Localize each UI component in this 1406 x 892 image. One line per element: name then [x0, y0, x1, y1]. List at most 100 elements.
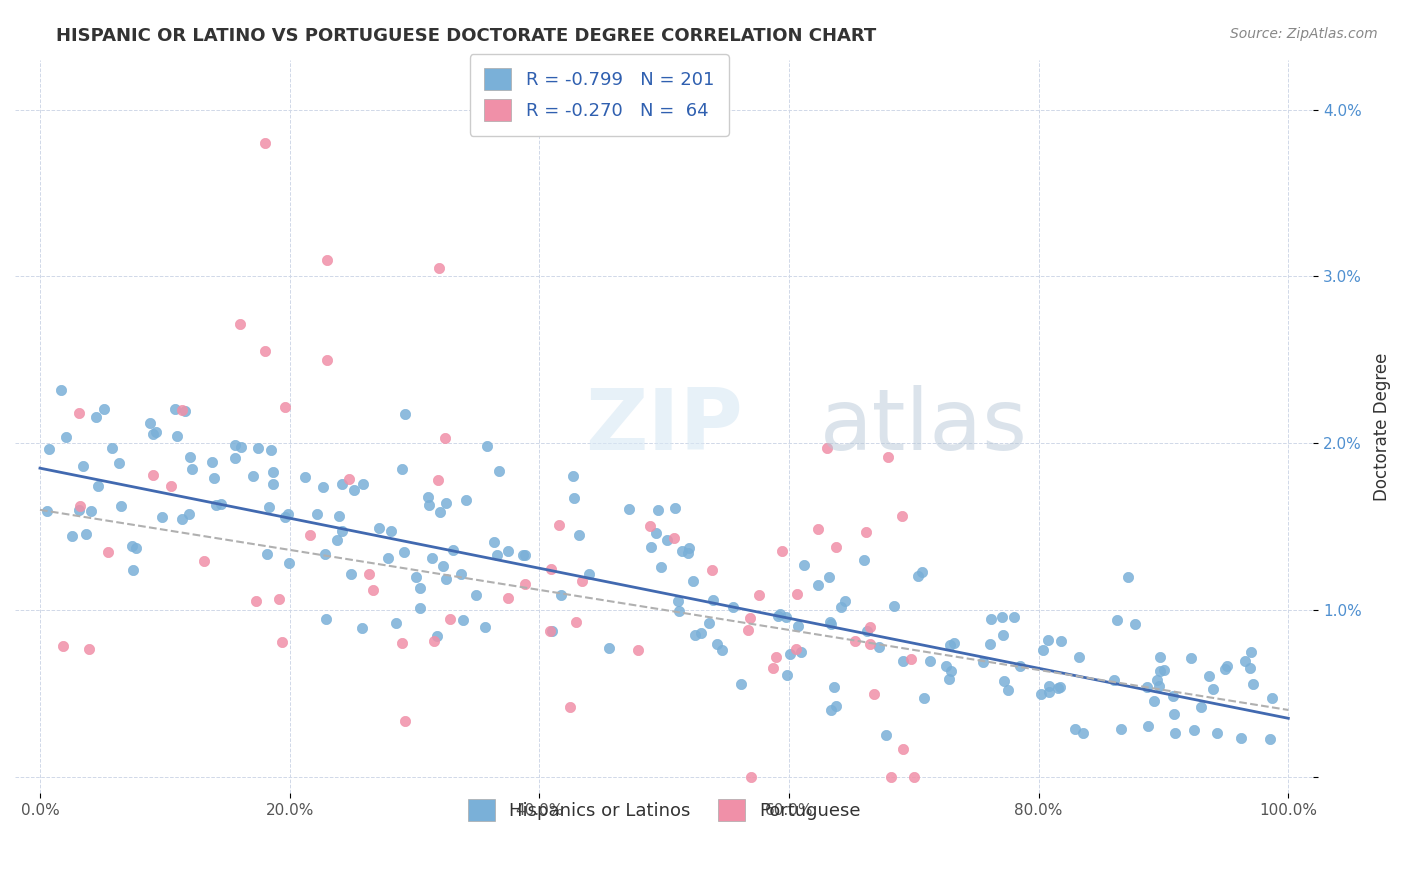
Point — [776, 667, 799, 681]
Point — [1063, 723, 1085, 737]
Point — [277, 507, 299, 521]
Point — [316, 352, 339, 367]
Point — [312, 480, 335, 494]
Point — [775, 609, 797, 624]
Point — [498, 591, 520, 605]
Point — [384, 615, 406, 630]
Point — [160, 479, 183, 493]
Point — [315, 611, 337, 625]
Point — [299, 528, 322, 542]
Point — [935, 658, 957, 673]
Point — [678, 541, 700, 556]
Text: HISPANIC OR LATINO VS PORTUGUESE DOCTORATE DEGREE CORRELATION CHART: HISPANIC OR LATINO VS PORTUGUESE DOCTORA… — [56, 27, 876, 45]
Point — [980, 612, 1002, 626]
Point — [409, 581, 432, 595]
Point — [834, 594, 856, 608]
Point — [820, 615, 842, 630]
Point — [246, 442, 269, 456]
Point — [1164, 726, 1187, 740]
Point — [35, 504, 58, 518]
Point — [891, 654, 914, 668]
Point — [668, 604, 690, 618]
Point — [1153, 664, 1175, 678]
Point — [1260, 732, 1282, 747]
Point — [638, 519, 661, 533]
Point — [540, 562, 562, 576]
Point — [1136, 719, 1159, 733]
Point — [432, 558, 454, 573]
Point — [1031, 687, 1053, 701]
Point — [766, 609, 789, 624]
Point — [825, 541, 848, 555]
Point — [307, 507, 329, 521]
Point — [434, 496, 457, 510]
Point — [657, 533, 679, 547]
Point — [262, 466, 284, 480]
Point — [820, 616, 842, 631]
Point — [229, 317, 252, 331]
Point — [891, 742, 914, 756]
Point — [477, 439, 499, 453]
Point — [49, 383, 72, 397]
Point — [418, 499, 440, 513]
Point — [817, 442, 839, 456]
Text: ZIP: ZIP — [585, 385, 742, 468]
Point — [391, 461, 413, 475]
Point — [1107, 614, 1129, 628]
Point — [451, 614, 474, 628]
Point — [1180, 651, 1202, 665]
Point — [903, 770, 925, 784]
Point — [139, 416, 162, 430]
Point — [562, 491, 585, 505]
Point — [224, 451, 246, 466]
Point — [890, 508, 912, 523]
Point — [993, 673, 1015, 688]
Point — [391, 636, 413, 650]
Point — [271, 635, 294, 649]
Point — [647, 502, 669, 516]
Point — [912, 691, 935, 706]
Point — [1206, 726, 1229, 740]
Point — [862, 687, 884, 701]
Point — [876, 450, 898, 465]
Point — [824, 698, 846, 713]
Point — [273, 509, 295, 524]
Point — [361, 582, 384, 597]
Point — [823, 680, 845, 694]
Point — [1202, 681, 1225, 696]
Point — [565, 615, 588, 629]
Point — [367, 521, 389, 535]
Point — [664, 500, 686, 515]
Point — [770, 543, 793, 558]
Point — [202, 471, 225, 485]
Point — [173, 404, 195, 418]
Point — [779, 647, 801, 661]
Point — [818, 569, 841, 583]
Point — [1241, 677, 1264, 691]
Point — [170, 403, 193, 417]
Point — [859, 637, 882, 651]
Point — [496, 544, 519, 558]
Point — [682, 574, 704, 589]
Point — [1010, 659, 1032, 673]
Point — [488, 464, 510, 478]
Point — [1104, 673, 1126, 688]
Point — [880, 770, 903, 784]
Point — [787, 619, 810, 633]
Point — [75, 527, 97, 541]
Point — [325, 533, 347, 548]
Point — [409, 601, 432, 615]
Point — [142, 427, 165, 442]
Point — [911, 565, 934, 579]
Point — [60, 529, 83, 543]
Point — [405, 569, 427, 583]
Point — [201, 455, 224, 469]
Point — [875, 728, 897, 742]
Point — [1230, 731, 1253, 746]
Point — [166, 429, 188, 443]
Point — [790, 645, 813, 659]
Point — [77, 642, 100, 657]
Point — [1046, 681, 1069, 695]
Point — [1182, 723, 1205, 738]
Point — [1146, 673, 1168, 687]
